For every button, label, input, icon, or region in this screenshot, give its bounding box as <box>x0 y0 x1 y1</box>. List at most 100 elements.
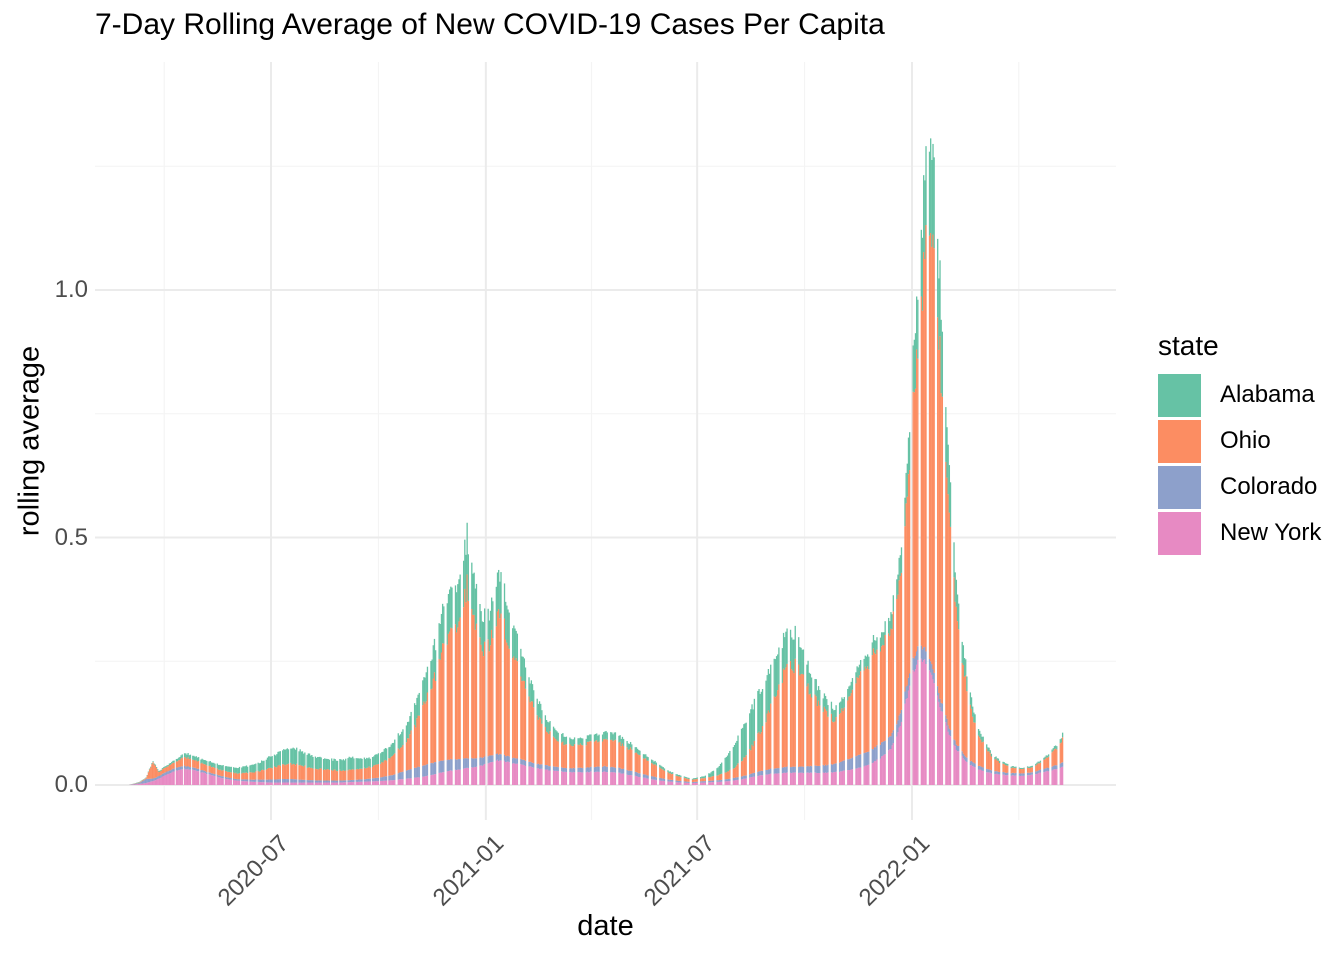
bar-ohio <box>904 526 906 692</box>
bar-ohio <box>642 758 645 775</box>
bar-ohio <box>291 764 293 780</box>
bar-alabama <box>704 775 706 778</box>
bar-ohio <box>605 738 607 767</box>
bar-alabama <box>684 776 687 779</box>
bar-alabama <box>701 776 703 779</box>
bar-colorado <box>151 778 153 782</box>
bar-new-york <box>605 771 607 785</box>
bar-colorado <box>955 744 958 750</box>
bar-ohio <box>204 764 207 772</box>
bar-colorado <box>770 768 772 774</box>
bar-alabama <box>782 632 785 669</box>
bar-alabama <box>794 625 796 659</box>
bar-new-york <box>729 781 731 785</box>
bar-colorado <box>696 781 698 783</box>
bar-colorado <box>587 767 590 773</box>
bar-colorado <box>194 767 196 771</box>
bar-colorado <box>413 767 416 778</box>
bar-alabama <box>569 737 571 744</box>
bar-ohio <box>193 759 195 768</box>
bar-ohio <box>203 764 206 771</box>
bar-new-york <box>830 772 833 785</box>
bar-colorado <box>794 766 796 773</box>
bar-alabama <box>680 775 682 778</box>
bar-new-york <box>180 769 182 785</box>
bar-ohio <box>987 751 989 770</box>
bar-new-york <box>228 779 230 785</box>
bar-colorado <box>179 766 181 770</box>
legend-label: Ohio <box>1220 427 1271 454</box>
bar-colorado <box>784 766 786 773</box>
bar-new-york <box>357 781 360 785</box>
bar-alabama <box>348 756 350 770</box>
bar-new-york <box>484 763 486 785</box>
bar-ohio <box>1019 768 1022 774</box>
bar-new-york <box>521 764 523 785</box>
bar-ohio <box>612 741 614 768</box>
bar-alabama <box>178 757 180 761</box>
bar-new-york <box>150 781 152 785</box>
bar-new-york <box>907 690 910 785</box>
bar-new-york <box>619 772 621 785</box>
bar-colorado <box>540 764 542 769</box>
bar-new-york <box>345 782 347 785</box>
bar-colorado <box>995 771 997 774</box>
bar-ohio <box>285 764 287 780</box>
bar-colorado <box>1003 772 1005 775</box>
bar-alabama <box>994 757 996 760</box>
bar-alabama <box>564 737 566 745</box>
bar-colorado <box>969 761 972 766</box>
bar-new-york <box>250 781 252 785</box>
bar-alabama <box>962 645 965 665</box>
bar-ohio <box>284 765 286 779</box>
bar-colorado <box>547 765 549 770</box>
bar-colorado <box>678 780 681 783</box>
bar-alabama <box>896 579 898 600</box>
bar-ohio <box>1030 767 1032 773</box>
bar-ohio <box>849 695 851 759</box>
bar-ohio <box>547 732 549 766</box>
bar-colorado <box>1045 768 1047 772</box>
bar-new-york <box>487 763 489 785</box>
bar-alabama <box>335 760 338 771</box>
bar-alabama <box>873 640 876 653</box>
bar-ohio <box>524 688 527 761</box>
bar-new-york <box>1014 775 1016 785</box>
bar-new-york <box>145 783 147 785</box>
bar-colorado <box>299 779 301 783</box>
bar-ohio <box>956 621 959 746</box>
bar-ohio <box>645 758 647 775</box>
bar-new-york <box>266 782 269 785</box>
bar-alabama <box>611 732 613 740</box>
legend-item-alabama: Alabama <box>1158 372 1321 418</box>
bar-colorado <box>422 765 424 777</box>
bar-new-york <box>211 775 214 785</box>
bar-new-york <box>301 782 304 785</box>
bar-new-york <box>923 660 925 785</box>
bar-colorado <box>155 777 158 780</box>
bar-ohio <box>912 391 914 658</box>
bar-colorado <box>530 762 533 767</box>
bar-ohio <box>554 737 556 767</box>
bar-colorado <box>879 744 882 759</box>
bar-alabama <box>970 697 973 709</box>
bar-ohio <box>208 765 210 773</box>
bar-colorado <box>225 777 228 780</box>
bar-new-york <box>579 772 582 785</box>
bar-colorado <box>317 780 319 783</box>
bar-alabama <box>766 675 768 714</box>
bar-colorado <box>1031 772 1033 775</box>
bar-new-york <box>181 769 183 785</box>
bar-new-york <box>183 768 186 785</box>
bar-colorado <box>606 766 608 773</box>
bar-new-york <box>912 670 914 785</box>
bar-alabama <box>721 762 723 774</box>
bar-ohio <box>252 772 255 780</box>
bar-alabama <box>858 664 861 676</box>
bar-ohio <box>868 669 870 752</box>
bar-colorado <box>956 745 959 752</box>
bar-alabama <box>394 739 396 754</box>
bar-ohio <box>312 768 314 781</box>
bar-alabama <box>355 758 357 770</box>
bar-alabama <box>508 612 510 649</box>
